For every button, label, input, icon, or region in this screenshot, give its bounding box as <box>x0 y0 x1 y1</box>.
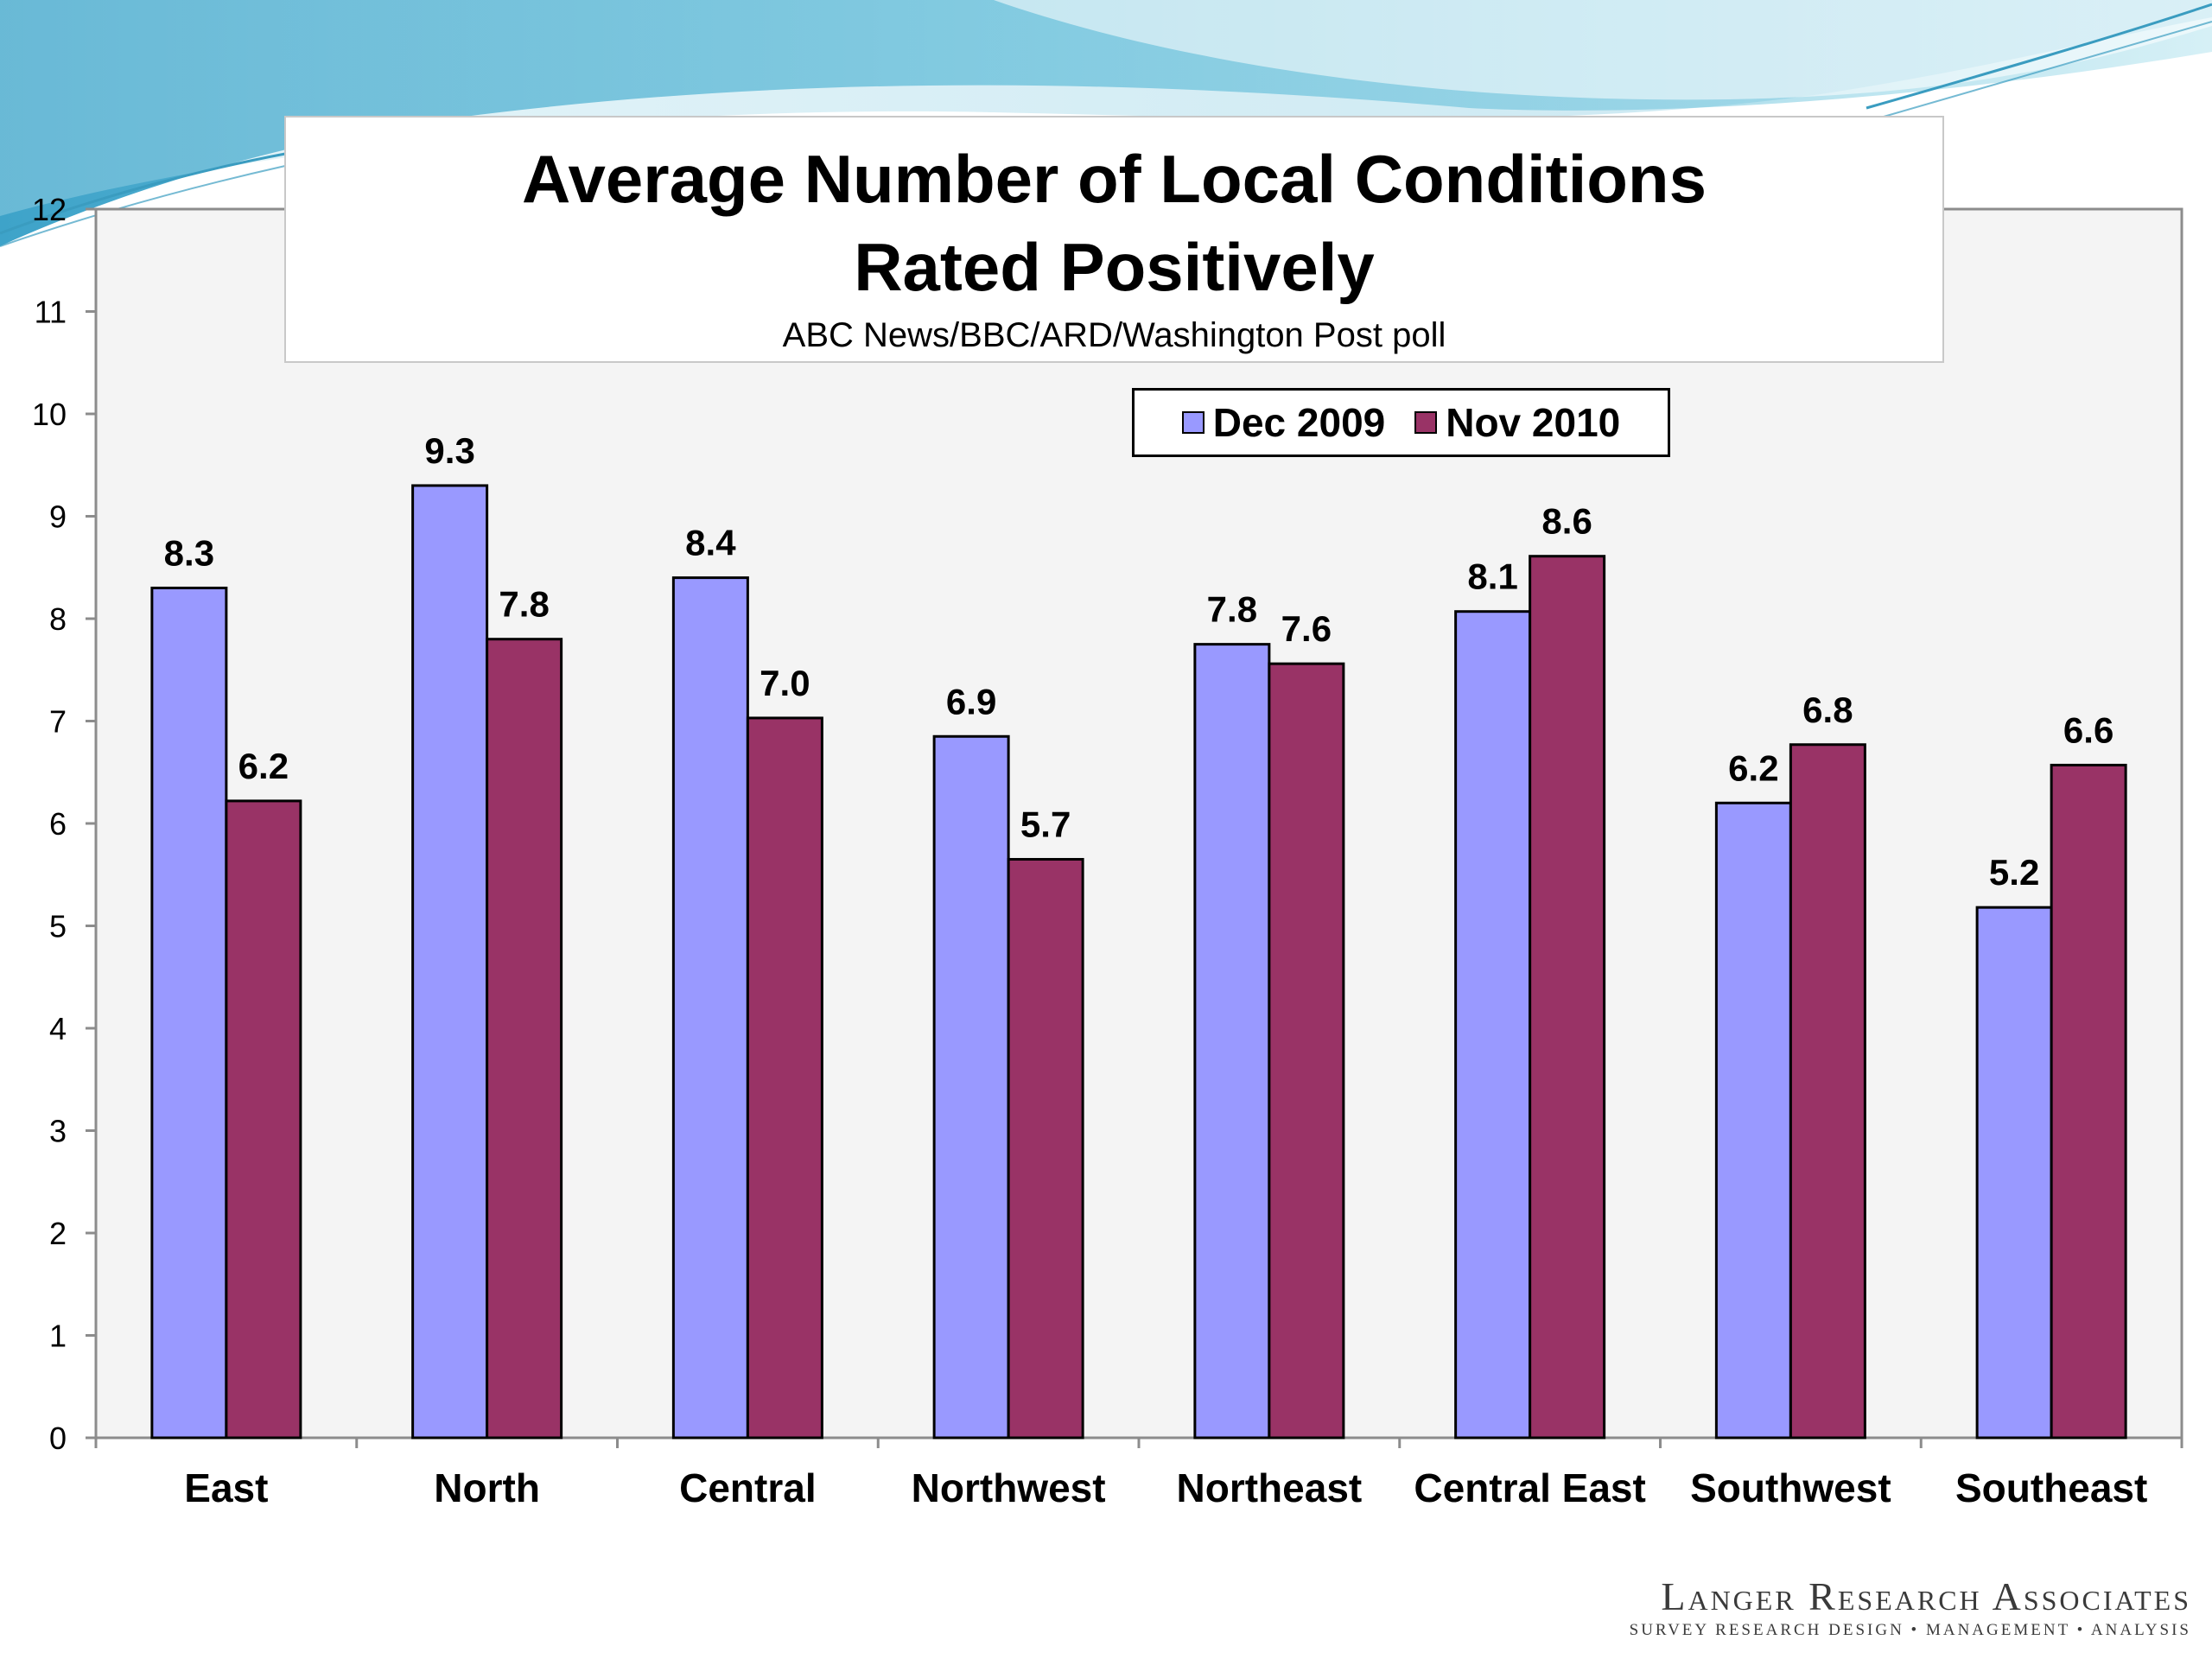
data-label: 6.9 <box>946 681 996 721</box>
logo-tagline: SURVEY RESEARCH DESIGN • MANAGEMENT • AN… <box>1629 1621 2191 1639</box>
bar-dec-2009 <box>411 484 489 1440</box>
x-category-label: Central East <box>1414 1465 1645 1510</box>
y-tick-label: 6 <box>49 806 67 842</box>
data-label: 7.0 <box>760 663 810 703</box>
bar-dec-2009 <box>671 576 749 1440</box>
x-category-label: North <box>434 1465 540 1510</box>
bar-series <box>150 484 2127 1440</box>
data-label: 8.1 <box>1467 556 1517 597</box>
data-label: 8.3 <box>164 532 214 573</box>
y-tick-label: 5 <box>49 909 67 944</box>
bar-nov-2010 <box>2050 763 2127 1440</box>
bar-dec-2009 <box>150 586 228 1440</box>
y-tick-label: 2 <box>49 1216 67 1251</box>
legend-item-nov-2010: Nov 2010 <box>1414 399 1620 446</box>
data-label: 8.6 <box>1541 501 1592 542</box>
x-category-label: Southwest <box>1690 1465 1891 1510</box>
legend-label-nov-2010: Nov 2010 <box>1446 400 1621 445</box>
y-tick-label: 0 <box>49 1421 67 1456</box>
legend-swatch-dec-2009 <box>1181 411 1205 434</box>
data-label: 6.2 <box>238 746 289 786</box>
y-tick-label: 4 <box>49 1011 67 1046</box>
bar-nov-2010 <box>1007 857 1084 1440</box>
y-tick-label: 11 <box>35 295 67 330</box>
data-label: 7.8 <box>1207 589 1257 630</box>
langer-research-logo: Langer Research Associates SURVEY RESEAR… <box>1630 1574 2191 1642</box>
bar-nov-2010 <box>1268 662 1345 1440</box>
data-labels: 8.3 9.3 8.4 6.9 7.8 8.1 6.2 5.2 6.2 7.8 7.0 5.7 7.6 8… <box>164 430 2114 893</box>
data-label: 8.4 <box>685 523 736 563</box>
data-label: 5.2 <box>1989 852 2039 893</box>
bar-nov-2010 <box>486 638 563 1440</box>
y-tick-label: 10 <box>32 397 67 432</box>
chart-title-line2: Rated Positively <box>854 229 1375 305</box>
x-category-label: Southeast <box>1955 1465 2147 1510</box>
bar-nov-2010 <box>1789 743 1866 1440</box>
bar-dec-2009 <box>932 734 1010 1440</box>
y-tick-label: 7 <box>49 704 67 740</box>
bar-nov-2010 <box>746 716 823 1440</box>
legend-label-dec-2009: Dec 2009 <box>1212 400 1386 445</box>
data-label: 6.2 <box>1728 747 1778 788</box>
data-label: 9.3 <box>424 430 474 471</box>
chart-subtitle: ABC News/BBC/ARD/Washington Post poll <box>782 316 1446 354</box>
x-category-label: Northwest <box>912 1465 1106 1510</box>
y-tick-label: 8 <box>49 601 67 637</box>
data-label: 6.8 <box>1802 690 1853 730</box>
x-category-label: Central <box>679 1465 816 1510</box>
data-label: 6.6 <box>2063 709 2113 750</box>
legend: Dec 2009 Nov 2010 <box>1132 388 1670 457</box>
x-axis: East North Central Northwest Northeast Centra… <box>94 1438 2183 1510</box>
bar-dec-2009 <box>1454 610 1532 1440</box>
bar-nov-2010 <box>225 799 302 1440</box>
y-tick-label: 3 <box>49 1114 67 1149</box>
chart-title: Average Number of Local Conditions Rated… <box>286 135 1942 311</box>
bar-dec-2009 <box>1193 643 1271 1440</box>
bar-dec-2009 <box>1714 801 1792 1440</box>
chart-title-line1: Average Number of Local Conditions <box>522 141 1707 217</box>
logo-name: Langer Research Associates <box>1661 1574 2191 1618</box>
y-tick-label: 9 <box>49 499 67 535</box>
bar-dec-2009 <box>1975 906 2053 1440</box>
data-label: 5.7 <box>1020 804 1071 844</box>
title-box: Average Number of Local Conditions Rated… <box>284 116 1944 363</box>
bar-nov-2010 <box>1529 555 1606 1440</box>
x-category-label: Northeast <box>1177 1465 1363 1510</box>
y-tick-label: 12 <box>32 192 67 227</box>
y-tick-label: 1 <box>49 1319 67 1354</box>
data-label: 7.8 <box>499 584 549 625</box>
x-category-label: East <box>184 1465 268 1510</box>
data-label: 7.6 <box>1281 608 1332 649</box>
legend-swatch-nov-2010 <box>1414 411 1438 434</box>
legend-item-dec-2009: Dec 2009 <box>1181 399 1386 446</box>
